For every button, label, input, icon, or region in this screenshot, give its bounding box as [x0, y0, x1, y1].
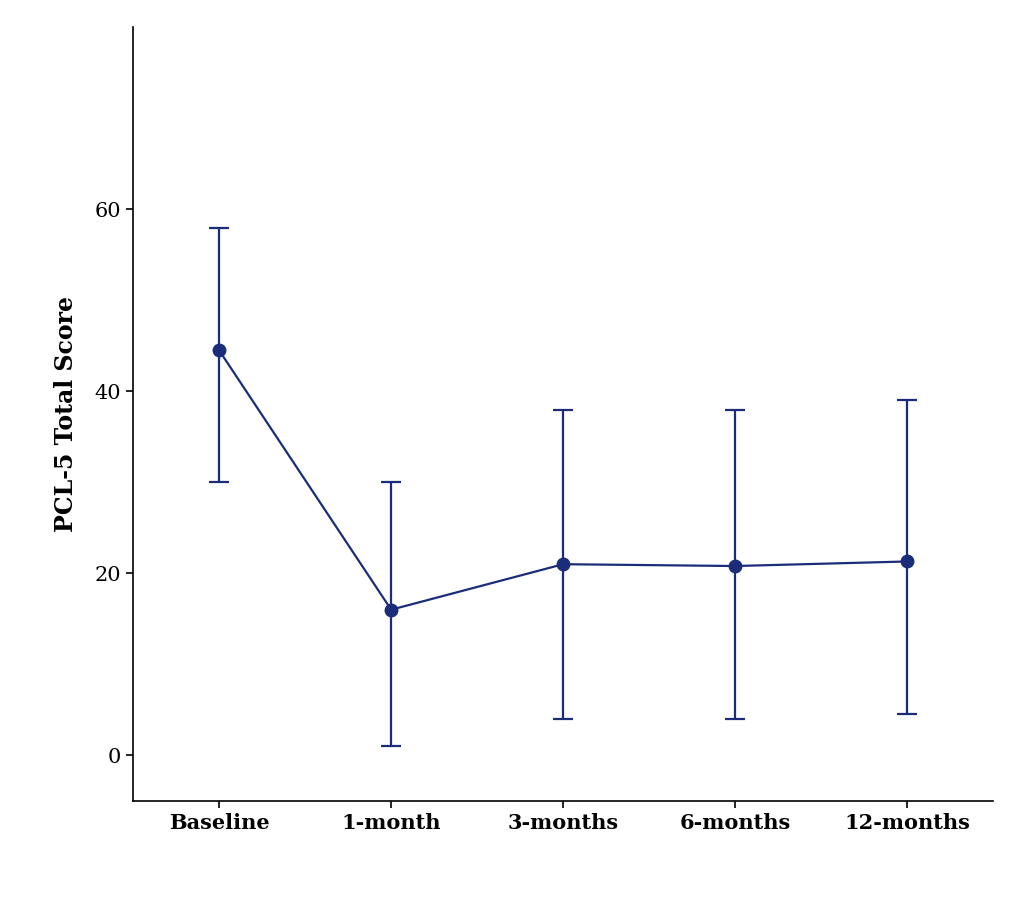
Y-axis label: PCL-5 Total Score: PCL-5 Total Score: [54, 296, 78, 532]
